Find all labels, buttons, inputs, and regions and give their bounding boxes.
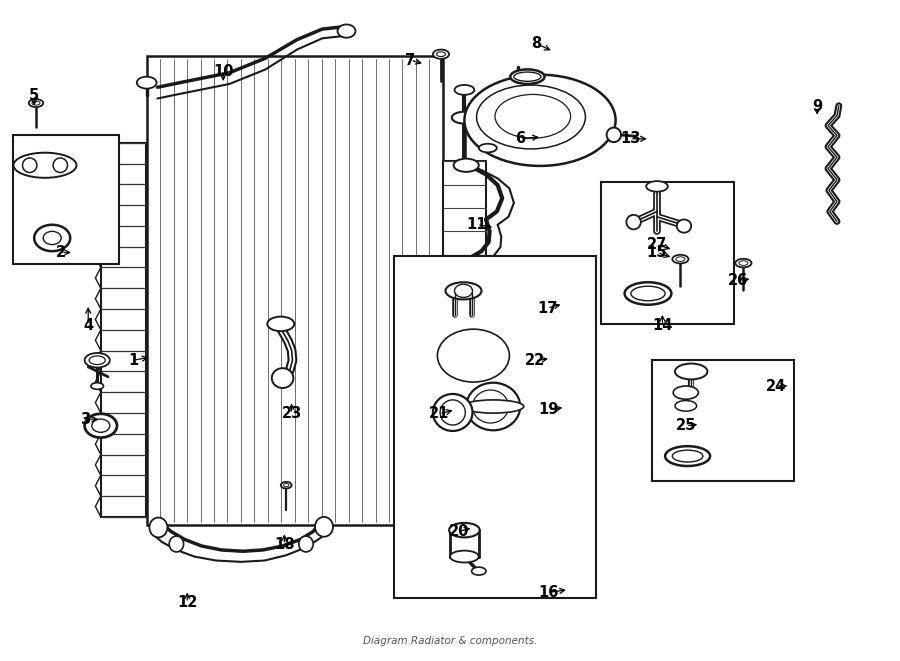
Text: 1: 1 <box>128 353 139 368</box>
Ellipse shape <box>454 85 474 95</box>
Ellipse shape <box>169 536 184 552</box>
Ellipse shape <box>739 261 748 265</box>
Bar <box>147 56 443 525</box>
Ellipse shape <box>677 219 691 233</box>
Text: 4: 4 <box>83 318 94 332</box>
Text: 9: 9 <box>812 99 823 114</box>
Text: 26: 26 <box>728 273 748 288</box>
Bar <box>394 256 596 598</box>
Circle shape <box>34 225 70 251</box>
Ellipse shape <box>22 158 37 173</box>
Text: 5: 5 <box>29 88 40 102</box>
Ellipse shape <box>472 390 508 423</box>
Ellipse shape <box>625 282 671 305</box>
Bar <box>101 143 146 517</box>
Ellipse shape <box>675 364 707 379</box>
Ellipse shape <box>91 383 104 389</box>
Ellipse shape <box>315 517 333 537</box>
Circle shape <box>85 414 117 438</box>
Ellipse shape <box>53 158 68 173</box>
Text: 21: 21 <box>429 407 449 421</box>
Text: 27: 27 <box>647 237 667 252</box>
Text: 8: 8 <box>531 36 542 51</box>
Ellipse shape <box>446 282 482 299</box>
Ellipse shape <box>676 257 685 261</box>
Ellipse shape <box>495 95 571 138</box>
Ellipse shape <box>29 99 43 107</box>
Ellipse shape <box>284 483 289 486</box>
Text: Diagram Radiator & components.: Diagram Radiator & components. <box>363 637 537 646</box>
Ellipse shape <box>137 77 157 89</box>
Text: 6: 6 <box>515 132 526 146</box>
Text: 10: 10 <box>213 64 233 79</box>
Text: 19: 19 <box>539 403 559 417</box>
Ellipse shape <box>514 72 541 81</box>
Ellipse shape <box>449 523 480 537</box>
Ellipse shape <box>14 153 76 178</box>
Ellipse shape <box>281 482 292 488</box>
Ellipse shape <box>149 518 167 537</box>
Text: 17: 17 <box>537 301 557 315</box>
Circle shape <box>92 419 110 432</box>
Ellipse shape <box>675 401 697 411</box>
Text: 16: 16 <box>539 585 559 600</box>
Ellipse shape <box>299 536 313 552</box>
Circle shape <box>437 329 509 382</box>
Bar <box>652 360 794 481</box>
Ellipse shape <box>472 567 486 575</box>
Ellipse shape <box>454 159 479 172</box>
Text: 22: 22 <box>525 354 544 368</box>
Ellipse shape <box>32 101 40 105</box>
Ellipse shape <box>433 394 472 431</box>
Ellipse shape <box>672 255 688 263</box>
Circle shape <box>457 344 490 368</box>
Text: 3: 3 <box>80 412 91 427</box>
Ellipse shape <box>89 356 105 365</box>
Ellipse shape <box>631 286 665 301</box>
Text: 20: 20 <box>449 524 469 539</box>
Ellipse shape <box>510 69 544 84</box>
Ellipse shape <box>463 400 524 413</box>
Text: 2: 2 <box>56 245 67 260</box>
Ellipse shape <box>466 383 520 430</box>
Text: 12: 12 <box>177 596 197 610</box>
Ellipse shape <box>267 317 294 331</box>
Ellipse shape <box>272 368 293 388</box>
Ellipse shape <box>433 50 449 59</box>
Ellipse shape <box>646 181 668 192</box>
Text: 13: 13 <box>620 132 640 146</box>
Ellipse shape <box>665 446 710 466</box>
Circle shape <box>454 284 472 297</box>
Ellipse shape <box>479 143 497 152</box>
Ellipse shape <box>436 52 446 56</box>
Text: 24: 24 <box>766 379 786 393</box>
Ellipse shape <box>672 450 703 462</box>
Text: 25: 25 <box>676 418 696 433</box>
Bar <box>13 135 119 264</box>
Text: 15: 15 <box>647 245 667 260</box>
Text: 23: 23 <box>282 407 302 421</box>
Circle shape <box>466 350 481 361</box>
Text: 11: 11 <box>467 217 487 232</box>
Text: 14: 14 <box>652 318 672 332</box>
Ellipse shape <box>450 551 479 563</box>
Ellipse shape <box>477 85 585 149</box>
Ellipse shape <box>626 215 641 229</box>
Bar <box>443 161 486 488</box>
Bar <box>601 182 734 324</box>
Text: 7: 7 <box>405 53 416 67</box>
Text: 18: 18 <box>274 537 294 552</box>
Circle shape <box>338 24 356 38</box>
Ellipse shape <box>673 386 698 399</box>
Ellipse shape <box>735 259 752 267</box>
Circle shape <box>43 231 61 245</box>
Ellipse shape <box>607 128 621 142</box>
Ellipse shape <box>464 75 616 166</box>
Ellipse shape <box>452 112 477 124</box>
Ellipse shape <box>440 400 465 425</box>
Ellipse shape <box>85 353 110 368</box>
